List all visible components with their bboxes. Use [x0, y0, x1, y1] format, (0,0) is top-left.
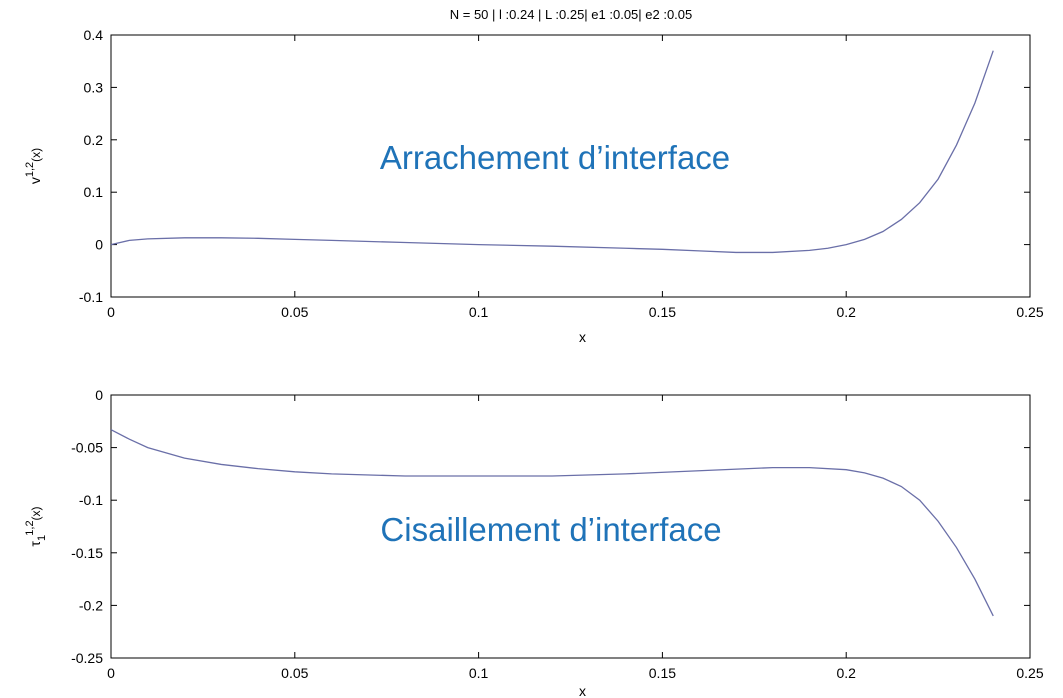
- bottom-chart: 0 0.05 0.1 0.15 0.2 0.25 0 -0.05 -0.1 -0.15 -0.2 -0…: [24, 387, 1044, 698]
- chart-annotation: Cisaillement d’interface: [380, 511, 721, 548]
- x-tick-label: 0.15: [649, 665, 676, 681]
- figure-title: N = 50 | l :0.24 | L :0.25| e1 :0.05| e2…: [450, 7, 693, 22]
- y-tick-label: 0: [95, 237, 103, 253]
- x-tick-label: 0.2: [836, 304, 856, 320]
- x-tick-label: 0.05: [281, 304, 308, 320]
- x-tick-label: 0.25: [1016, 304, 1043, 320]
- x-axis-label: x: [579, 329, 586, 345]
- y-tick-label: 0.3: [84, 79, 104, 95]
- x-tick-label: 0.1: [469, 665, 489, 681]
- y-tick-label: -0.15: [71, 545, 103, 561]
- top-chart: 0 0.05 0.1 0.15 0.2 0.250.40.30.20.10-0.1xv1,…: [24, 27, 1044, 345]
- y-axis-label: τ11,2(x): [24, 506, 48, 546]
- y-tick-label: 0.4: [84, 27, 104, 43]
- series-line: [110, 50, 994, 254]
- x-tick-label: 0.1: [469, 304, 489, 320]
- y-tick-label: -0.1: [79, 492, 103, 508]
- plot-frame: [110, 34, 1031, 298]
- y-axis-label: v1,2(x): [24, 148, 43, 184]
- y-tick-label: 0.2: [84, 132, 104, 148]
- x-tick-label: 0.05: [281, 665, 308, 681]
- x-tick-label: 0: [107, 304, 115, 320]
- plot-frame: [110, 394, 1031, 659]
- x-axis-label: x: [579, 683, 586, 698]
- x-tick-label: 0.25: [1016, 665, 1043, 681]
- y-tick-label: -0.1: [79, 289, 103, 305]
- x-tick-label: 0.2: [836, 665, 856, 681]
- y-tick-label: -0.2: [79, 597, 103, 613]
- series-line: [110, 429, 994, 617]
- y-tick-label: -0.05: [71, 440, 103, 456]
- y-tick-label: 0.1: [84, 184, 104, 200]
- y-tick-label: 0: [95, 387, 103, 403]
- x-tick-label: 0.15: [649, 304, 676, 320]
- chart-annotation: Arrachement d’interface: [380, 139, 730, 176]
- y-tick-label: -0.25: [71, 650, 103, 666]
- x-tick-label: 0: [107, 665, 115, 681]
